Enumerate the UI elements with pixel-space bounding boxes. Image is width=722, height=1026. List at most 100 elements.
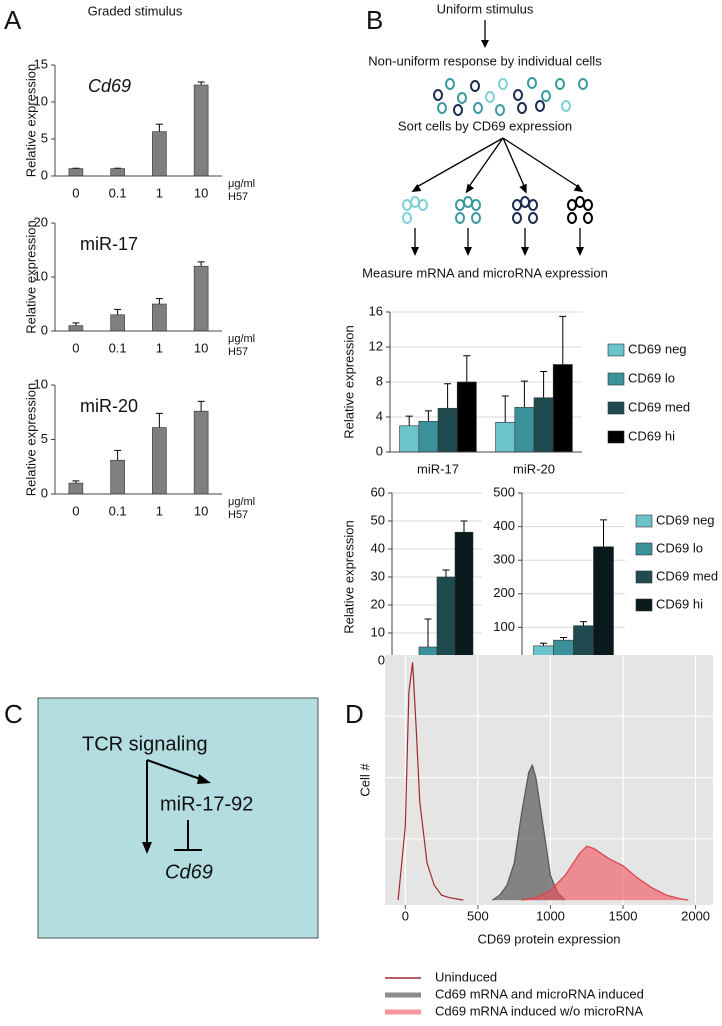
cell	[495, 104, 505, 116]
arrow	[502, 137, 526, 189]
y-tick-label: 0	[376, 443, 383, 458]
arrowhead	[481, 40, 489, 48]
y-tick-label: 0	[41, 167, 48, 182]
legend-swatch	[635, 598, 653, 612]
y-axis-label: Relative expression	[341, 325, 356, 438]
x-unit: μg/ml	[228, 496, 255, 508]
y-tick-label: 50	[371, 512, 385, 527]
cell	[583, 199, 593, 211]
bar	[533, 397, 554, 453]
legend-swatch	[607, 372, 625, 386]
arrow	[467, 137, 504, 189]
y-tick-label: 400	[493, 518, 515, 533]
density-curve	[521, 845, 689, 901]
x-tick-label: 0.1	[109, 185, 127, 200]
sort-arrows	[402, 137, 593, 256]
y-tick-label: 10	[34, 268, 48, 283]
bar	[418, 421, 439, 453]
y-tick-label: 0	[41, 322, 48, 337]
bar	[152, 131, 167, 177]
cell	[473, 102, 483, 114]
cell	[541, 90, 551, 102]
x-unit-note: H57	[228, 191, 248, 203]
cell-cluster	[433, 77, 588, 116]
step-text: Measure mRNA and microRNA expression	[362, 265, 608, 280]
bar	[454, 531, 474, 662]
y-axis-label: Relative expression	[23, 383, 38, 496]
arrowhead	[573, 183, 584, 193]
bar	[110, 459, 125, 495]
cell	[527, 77, 537, 89]
cell	[555, 78, 565, 90]
cell	[498, 78, 508, 90]
bar	[193, 265, 209, 332]
x-tick-label: 0.1	[109, 503, 127, 518]
y-tick-label: 12	[369, 338, 383, 353]
y-tick-label: 5	[41, 130, 48, 145]
y-tick-label: 10	[34, 376, 48, 391]
arrow	[502, 137, 581, 189]
x-tick-label: 10	[194, 340, 208, 355]
arrowhead	[519, 183, 527, 194]
cell	[512, 212, 522, 224]
chart-label: miR-17	[80, 234, 138, 254]
legend-swatch	[635, 570, 653, 584]
x-tick-label: miR-20	[513, 461, 555, 476]
legend-label: Cd69 mRNA and microRNA induced	[435, 986, 644, 1001]
y-axis-label: Relative expression	[23, 220, 38, 333]
panel-title: Graded stimulus	[88, 3, 183, 18]
legend-swatch	[607, 343, 625, 357]
y-tick-label: 0	[41, 485, 48, 500]
x-unit: μg/ml	[228, 178, 255, 190]
chart-label: miR-20	[80, 396, 138, 416]
bar	[495, 421, 516, 453]
cell	[528, 212, 538, 224]
legend-swatch	[635, 542, 653, 556]
node: Cd69	[165, 861, 213, 883]
bar	[193, 84, 209, 177]
y-axis-label: Cell #	[357, 763, 372, 797]
cell	[485, 91, 495, 103]
arrowhead	[411, 247, 419, 256]
x-unit-note: H57	[228, 509, 248, 521]
y-tick-label: 20	[34, 214, 48, 229]
panel-label: A	[4, 5, 22, 35]
x-tick-label: 1500	[609, 908, 638, 923]
arrowhead	[197, 774, 211, 784]
cell	[470, 80, 480, 92]
x-tick-label: 1000	[536, 908, 565, 923]
legend-swatch	[635, 514, 653, 528]
y-tick-label: 40	[371, 540, 385, 555]
y-tick-label: 60	[371, 484, 385, 499]
cell	[520, 196, 530, 208]
x-tick-label: miR-17	[417, 461, 459, 476]
y-tick-label: 10	[371, 624, 385, 639]
cell	[455, 199, 465, 211]
bar	[68, 168, 84, 177]
y-tick-label: 300	[493, 552, 515, 567]
cell	[561, 100, 571, 112]
cell	[575, 196, 585, 208]
x-tick-label: 0	[72, 185, 79, 200]
x-tick-label: 500	[467, 908, 489, 923]
bar	[437, 407, 458, 453]
x-tick-label: 1	[156, 185, 163, 200]
bar	[193, 410, 209, 495]
x-unit: μg/ml	[228, 333, 255, 345]
cell	[437, 102, 447, 114]
cell	[410, 196, 420, 208]
bar	[456, 381, 477, 453]
y-tick-label: 15	[34, 56, 48, 71]
y-tick-label: 4	[376, 408, 383, 423]
cell	[418, 199, 428, 211]
x-tick-label: 2000	[681, 908, 710, 923]
diagram-box	[37, 697, 319, 939]
legend-label: CD69 neg	[628, 341, 687, 356]
y-tick-label: 20	[371, 596, 385, 611]
step-text: Non-uniform response by individual cells	[368, 53, 602, 68]
x-tick-label: 0	[72, 503, 79, 518]
x-tick-label: 1	[156, 340, 163, 355]
legend-label: CD69 neg	[656, 512, 715, 527]
arrowhead	[411, 184, 422, 192]
